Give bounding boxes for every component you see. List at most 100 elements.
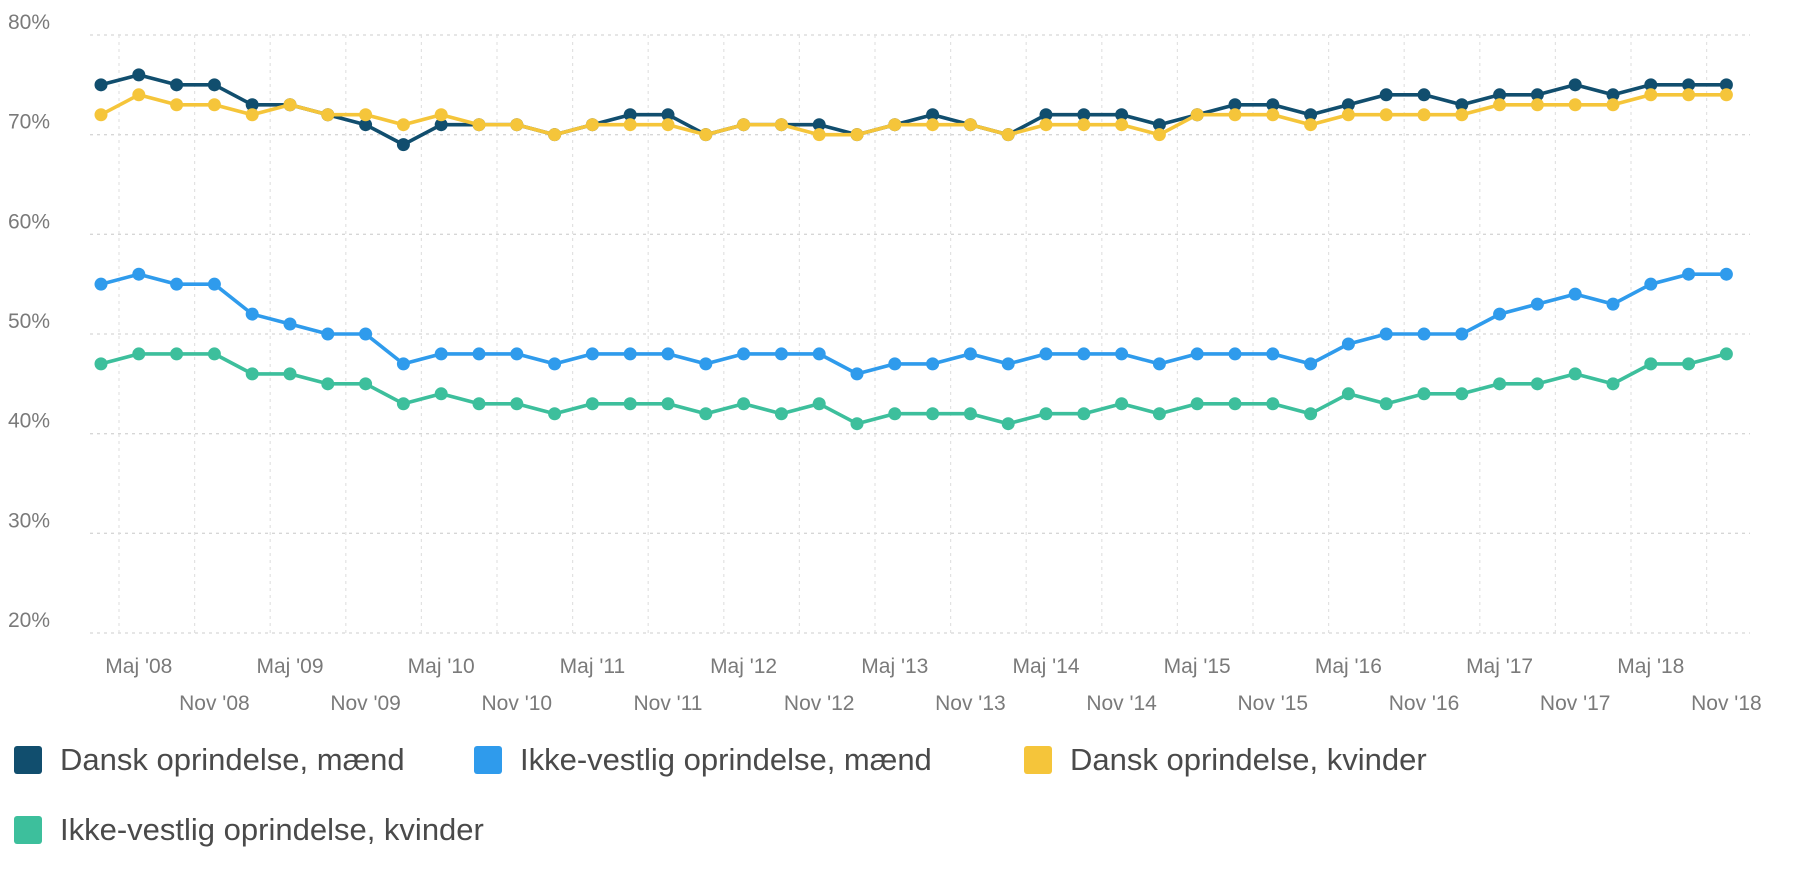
- data-point: [1001, 357, 1015, 371]
- legend-item-dansk-kvinder[interactable]: Dansk oprindelse, kvinder: [1024, 742, 1427, 778]
- data-point: [510, 118, 524, 132]
- legend-label-dansk-kvinder: Dansk oprindelse, kvinder: [1070, 742, 1427, 777]
- data-point: [1228, 397, 1242, 411]
- data-point: [1606, 98, 1620, 112]
- data-point: [1152, 118, 1166, 132]
- data-point: [850, 367, 864, 381]
- data-point: [548, 357, 562, 371]
- data-point: [1304, 407, 1318, 421]
- data-point: [94, 277, 108, 291]
- data-point: [850, 417, 864, 431]
- data-point: [1190, 347, 1204, 361]
- data-point: [1115, 118, 1129, 132]
- data-point: [1077, 407, 1091, 421]
- data-point: [585, 118, 599, 132]
- data-point: [283, 98, 297, 112]
- data-point: [1266, 108, 1280, 122]
- data-point: [434, 118, 448, 132]
- x-axis-ticks: Maj '08 Maj '09 Maj '10 Maj '11 Maj '12 Maj '…: [105, 655, 1761, 715]
- legend-item-ikke-vestlig-maend[interactable]: Ikke-vestlig oprindelse, mænd: [474, 742, 932, 778]
- legend-item-ikke-vestlig-kvinder[interactable]: Ikke-vestlig oprindelse, kvinder: [14, 812, 484, 848]
- data-point: [170, 98, 184, 112]
- data-point: [661, 118, 675, 132]
- data-point: [1341, 337, 1355, 351]
- data-point: [1568, 78, 1582, 92]
- data-point: [1455, 108, 1469, 122]
- data-point: [585, 347, 599, 361]
- y-axis-ticks: 20% 30% 40% 50% 60% 70% 80%: [8, 11, 50, 632]
- data-point: [1266, 347, 1280, 361]
- legend-swatch-dansk-maend: [14, 746, 42, 774]
- data-point: [1568, 287, 1582, 301]
- data-point: [1530, 98, 1544, 112]
- data-point: [1568, 98, 1582, 112]
- legend-swatch-ikke-vestlig-maend: [474, 746, 502, 774]
- data-point: [1152, 128, 1166, 142]
- data-point: [207, 78, 221, 92]
- data-point: [623, 108, 637, 122]
- data-point: [396, 397, 410, 411]
- x-tick-label-upper: Maj '08: [105, 655, 172, 678]
- data-point: [1644, 357, 1658, 371]
- data-point: [1682, 88, 1696, 102]
- data-point: [1115, 397, 1129, 411]
- data-point: [888, 357, 902, 371]
- data-point: [1001, 417, 1015, 431]
- data-point: [1493, 88, 1507, 102]
- data-point: [321, 327, 335, 341]
- data-point: [1530, 297, 1544, 311]
- data-point: [1530, 377, 1544, 391]
- x-tick-label-lower: Nov '12: [784, 692, 855, 715]
- data-point: [283, 317, 297, 331]
- data-point: [774, 347, 788, 361]
- data-point: [926, 108, 940, 122]
- y-tick-label: 70%: [8, 111, 50, 134]
- x-tick-label-lower: Nov '14: [1086, 692, 1157, 715]
- x-tick-label-upper: Maj '13: [861, 655, 928, 678]
- data-point: [245, 98, 259, 112]
- data-point: [812, 347, 826, 361]
- data-point: [170, 78, 184, 92]
- y-tick-label: 20%: [8, 609, 50, 632]
- data-point: [245, 108, 259, 122]
- data-point: [1304, 108, 1318, 122]
- data-point: [1379, 108, 1393, 122]
- y-tick-label: 30%: [8, 509, 50, 532]
- data-point: [1644, 277, 1658, 291]
- data-point: [1606, 377, 1620, 391]
- data-point: [1001, 128, 1015, 142]
- grid-lines: [90, 34, 1750, 634]
- data-point: [510, 347, 524, 361]
- x-tick-label-upper: Maj '18: [1617, 655, 1684, 678]
- data-point: [1304, 357, 1318, 371]
- data-point: [283, 367, 297, 381]
- legend-swatch-dansk-kvinder: [1024, 746, 1052, 774]
- x-tick-label-upper: Maj '11: [560, 655, 625, 678]
- data-point: [1190, 397, 1204, 411]
- data-point: [1417, 327, 1431, 341]
- data-point: [737, 397, 751, 411]
- data-point: [1115, 108, 1129, 122]
- data-point: [396, 357, 410, 371]
- data-point: [132, 267, 146, 281]
- data-point: [321, 108, 335, 122]
- x-tick-label-upper: Maj '15: [1164, 655, 1231, 678]
- data-point: [1417, 387, 1431, 401]
- data-point: [1682, 78, 1696, 92]
- data-point: [850, 128, 864, 142]
- data-point: [774, 118, 788, 132]
- data-point: [1568, 367, 1582, 381]
- data-point: [1682, 267, 1696, 281]
- data-point: [699, 128, 713, 142]
- data-point: [661, 397, 675, 411]
- data-point: [1417, 88, 1431, 102]
- legend-item-dansk-maend[interactable]: Dansk oprindelse, mænd: [14, 742, 405, 778]
- data-point: [1719, 78, 1733, 92]
- data-point: [1644, 88, 1658, 102]
- x-tick-label-upper: Maj '09: [256, 655, 323, 678]
- data-point: [963, 407, 977, 421]
- data-point: [1341, 108, 1355, 122]
- data-point: [1493, 307, 1507, 321]
- x-tick-label-upper: Maj '14: [1012, 655, 1079, 678]
- data-point: [207, 347, 221, 361]
